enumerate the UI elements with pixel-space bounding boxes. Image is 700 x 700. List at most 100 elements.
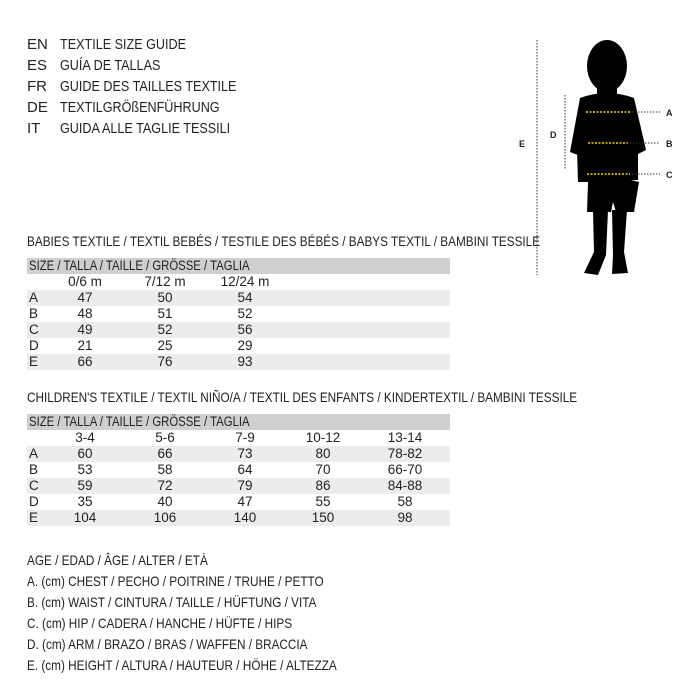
table-cell: 50 — [157, 290, 173, 305]
legend-item: A. (cm) CHEST / PECHO / POITRINE / TRUHE… — [27, 573, 324, 589]
column-header: 3-4 — [75, 430, 95, 445]
label-d: D — [550, 130, 557, 140]
table-cell: 106 — [153, 510, 177, 525]
lang-code: ES — [27, 57, 48, 74]
size-header-row: SIZE / TALLA / TAILLE / GRÖSSE / TAGLIA — [27, 258, 450, 274]
table-cell: 56 — [237, 322, 253, 337]
table-cell: 51 — [157, 306, 173, 321]
table-cell: 64 — [237, 462, 253, 477]
table-row: E 66 76 93 — [27, 354, 450, 370]
table-cell: 140 — [233, 510, 257, 525]
table-cell: 93 — [237, 354, 253, 369]
table-cell: 59 — [77, 478, 93, 493]
table-cell: 25 — [157, 338, 173, 353]
column-header-row: 3-4 5-6 7-9 10-12 13-14 — [27, 430, 450, 446]
table-cell: 66 — [157, 446, 173, 461]
row-label: C — [29, 478, 39, 493]
row-label: B — [29, 462, 39, 477]
row-label: B — [29, 306, 39, 321]
table-cell: 72 — [157, 478, 173, 493]
babies-title: BABIES TEXTILE / TEXTIL BEBÉS / TESTILE … — [27, 233, 541, 249]
table-cell: 73 — [237, 446, 253, 461]
table-cell: 80 — [315, 446, 331, 461]
table-cell: 49 — [77, 322, 93, 337]
table-cell: 53 — [77, 462, 93, 477]
table-row: D 35 40 47 55 58 — [27, 494, 450, 510]
size-header-row: SIZE / TALLA / TAILLE / GRÖSSE / TAGLIA — [27, 414, 450, 430]
row-label: D — [29, 338, 39, 353]
row-label: A — [29, 446, 39, 461]
label-b: B — [666, 139, 673, 149]
lang-code: FR — [27, 78, 47, 95]
column-header: 13-14 — [387, 430, 423, 445]
table-cell: 47 — [77, 290, 93, 305]
table-cell: 60 — [77, 446, 93, 461]
table-row: B 48 51 52 — [27, 306, 450, 322]
legend-item: C. (cm) HIP / CADERA / HANCHE / HÜFTE / … — [27, 615, 293, 631]
table-cell: 52 — [237, 306, 253, 321]
table-cell: 40 — [157, 494, 173, 509]
table-row: B 53 58 64 70 66-70 — [27, 462, 450, 478]
label-e: E — [519, 139, 525, 149]
legend-item: AGE / EDAD / ÂGE / ALTER / ETÀ — [27, 552, 208, 568]
column-header: 5-6 — [155, 430, 175, 445]
child-silhouette-icon — [570, 40, 646, 275]
table-cell: 104 — [73, 510, 97, 525]
label-c: C — [666, 170, 673, 180]
column-header-row: 0/6 m 7/12 m 12/24 m — [27, 274, 450, 290]
table-cell: 66-70 — [387, 462, 423, 477]
column-header: 12/24 m — [220, 274, 270, 289]
lang-code: EN — [27, 36, 48, 53]
row-label: A — [29, 290, 39, 305]
table-cell: 150 — [311, 510, 335, 525]
table-row: E 104 106 140 150 98 — [27, 510, 450, 526]
table-cell: 47 — [237, 494, 253, 509]
children-title: CHILDREN'S TEXTILE / TEXTIL NIÑO/A / TEX… — [27, 389, 578, 405]
table-row: A 47 50 54 — [27, 290, 450, 306]
table-cell: 86 — [315, 478, 331, 493]
column-header: 0/6 m — [68, 274, 102, 289]
column-header: 7/12 m — [144, 274, 186, 289]
column-header: 10-12 — [305, 430, 341, 445]
babies-size-table: SIZE / TALLA / TAILLE / GRÖSSE / TAGLIA 0… — [27, 258, 450, 370]
legend-item: B. (cm) WAIST / CINTURA / TAILLE / HÜFTU… — [27, 594, 317, 610]
table-cell: 58 — [157, 462, 173, 477]
lang-title: TEXTILGRÖßENFÜHRUNG — [60, 99, 220, 116]
table-row: C 49 52 56 — [27, 322, 450, 338]
table-row: C 59 72 79 86 84-88 — [27, 478, 450, 494]
lang-code: IT — [27, 120, 41, 137]
table-cell: 58 — [397, 494, 413, 509]
table-cell: 35 — [77, 494, 93, 509]
table-cell: 79 — [237, 478, 253, 493]
lang-code: DE — [27, 99, 48, 116]
label-a: A — [666, 108, 673, 118]
legend-item: E. (cm) HEIGHT / ALTURA / HAUTEUR / HÖHE… — [27, 657, 337, 673]
table-row: D 21 25 29 — [27, 338, 450, 354]
table-cell: 55 — [315, 494, 331, 509]
row-label: C — [29, 322, 39, 337]
children-size-table: SIZE / TALLA / TAILLE / GRÖSSE / TAGLIA 3… — [27, 414, 450, 526]
table-cell: 98 — [397, 510, 413, 525]
table-row: A 60 66 73 80 78-82 — [27, 446, 450, 462]
table-cell: 76 — [157, 354, 173, 369]
row-label: E — [29, 354, 39, 369]
table-cell: 84-88 — [387, 478, 423, 493]
column-header: 7-9 — [235, 430, 255, 445]
lang-title: GUÍA DE TALLAS — [60, 57, 161, 74]
table-cell: 66 — [77, 354, 93, 369]
lang-title: GUIDE DES TAILLES TEXTILE — [60, 78, 237, 95]
table-cell: 21 — [77, 338, 93, 353]
lang-title: GUIDA ALLE TAGLIE TESSILI — [60, 120, 231, 137]
table-cell: 54 — [237, 290, 253, 305]
table-cell: 70 — [315, 462, 331, 477]
table-cell: 52 — [157, 322, 173, 337]
table-cell: 48 — [77, 306, 93, 321]
table-cell: 29 — [237, 338, 253, 353]
row-label: E — [29, 510, 39, 525]
legend-item: D. (cm) ARM / BRAZO / BRAS / WAFFEN / BR… — [27, 636, 308, 652]
lang-title: TEXTILE SIZE GUIDE — [60, 36, 187, 53]
table-cell: 78-82 — [387, 446, 423, 461]
child-silhouette-diagram: A B C D E — [519, 40, 673, 275]
row-label: D — [29, 494, 39, 509]
